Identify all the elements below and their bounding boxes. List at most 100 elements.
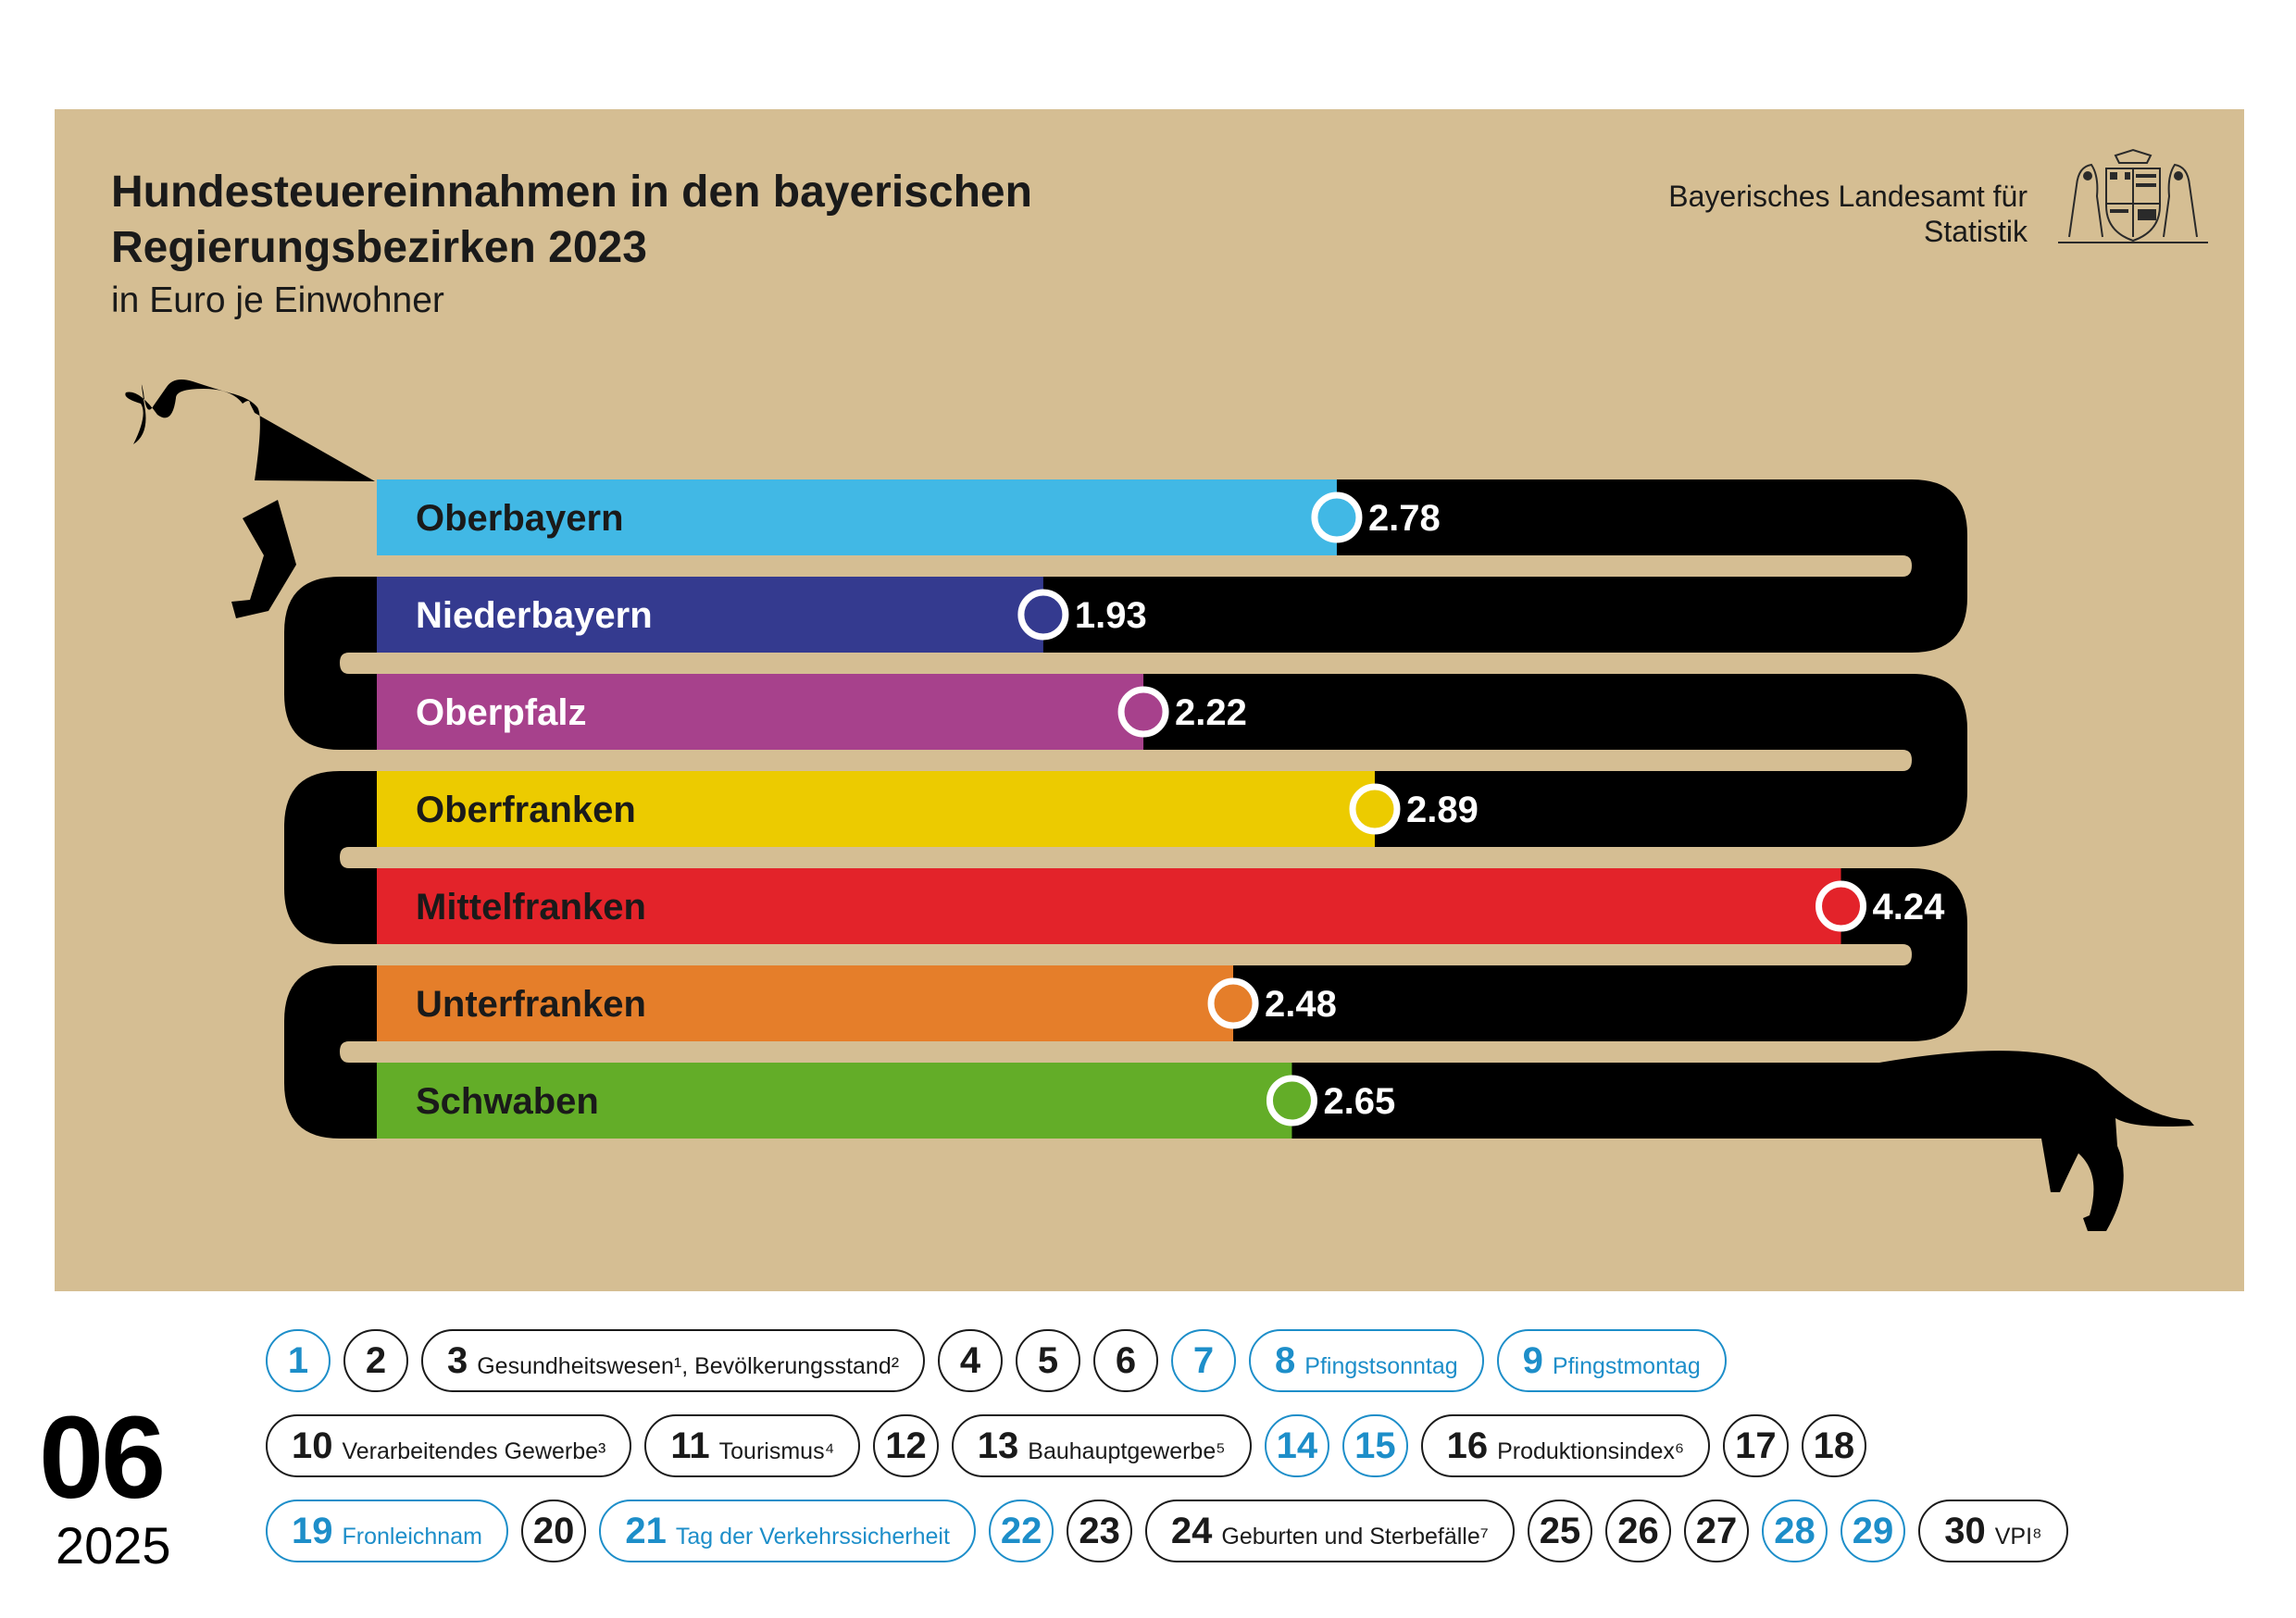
body-turn [1875, 479, 1967, 653]
bar-end-marker [1017, 589, 1069, 641]
day-number: 13 [977, 1425, 1019, 1466]
institution-line-2: Statistik [1923, 215, 2028, 248]
front-leg [231, 500, 296, 618]
bar-oberfranken [377, 771, 1375, 847]
day-number: 26 [1617, 1510, 1659, 1551]
body-turn [284, 771, 377, 944]
calendar-day-1: 1 [266, 1329, 331, 1392]
day-event-label: Produktionsindex⁶ [1497, 1438, 1685, 1464]
bar-end-marker [1207, 977, 1259, 1029]
category-label: Oberfranken [416, 790, 636, 830]
category-label: Oberbayern [416, 498, 624, 539]
day-event-label: Tourismus⁴ [718, 1438, 835, 1464]
bar-mittelfranken [377, 868, 1841, 944]
dachshund-tail-icon [1879, 1051, 2194, 1231]
chart-title: Hundesteuereinnahmen in den bayerischen … [111, 168, 1032, 272]
day-event-label: Fronleichnam [342, 1523, 482, 1550]
day-event-label: Tag der Verkehrssicherheit [675, 1523, 950, 1550]
day-number: 12 [885, 1425, 927, 1466]
calendar-day-24: 24 Geburten und Sterbefälle⁷ [1144, 1500, 1515, 1562]
value-label: 1.93 [1075, 595, 1147, 636]
institution-line-1: Bayerisches Landesamt für [1668, 180, 2028, 213]
calendar-day-25: 25 [1527, 1500, 1593, 1562]
value-label: 2.22 [1175, 692, 1247, 733]
calendar-day-19: 19 Fronleichnam [266, 1500, 508, 1562]
day-event-label: Pfingstmontag [1552, 1352, 1701, 1379]
value-label: 2.78 [1368, 498, 1441, 539]
day-event-label: Verarbeitendes Gewerbe³ [342, 1438, 606, 1464]
calendar-day-23: 23 [1067, 1500, 1132, 1562]
calendar-strip: 1 2 3 Gesundheitswesen¹, Bevölkerungsstand²… [0, 1314, 2296, 1592]
body-turn [284, 577, 377, 750]
body-turn [284, 965, 377, 1139]
day-number: 19 [291, 1510, 333, 1551]
day-number: 30 [1944, 1510, 1986, 1551]
day-number: 16 [1446, 1425, 1489, 1466]
body-turn [1875, 868, 1967, 1041]
day-number: 25 [1539, 1510, 1581, 1551]
day-number: 21 [625, 1510, 667, 1551]
day-number: 6 [1115, 1339, 1137, 1381]
value-label: 4.24 [1873, 887, 1946, 927]
day-number: 5 [1037, 1339, 1059, 1381]
day-event-label: VPI⁸ [1994, 1523, 2042, 1550]
calendar-day-16: 16 Produktionsindex⁶ [1420, 1414, 1711, 1477]
dachshund-head-icon [125, 380, 376, 481]
day-number: 10 [291, 1425, 333, 1466]
calendar-day-10: 10 Verarbeitendes Gewerbe³ [266, 1414, 632, 1477]
category-label: Oberpfalz [416, 692, 586, 733]
day-number: 24 [1170, 1510, 1213, 1551]
calendar-day-30: 30 VPI⁸ [1918, 1500, 2068, 1562]
day-number: 11 [670, 1425, 710, 1466]
calendar-day-17: 17 [1723, 1414, 1789, 1477]
day-number: 3 [446, 1339, 468, 1381]
category-label: Niederbayern [416, 595, 653, 636]
day-number: 23 [1079, 1510, 1120, 1551]
day-number: 29 [1852, 1510, 1894, 1551]
day-number: 9 [1522, 1339, 1543, 1381]
bar-end-marker [1311, 492, 1363, 543]
day-event-label: Geburten und Sterbefälle⁷ [1221, 1523, 1489, 1550]
value-label: 2.65 [1323, 1081, 1395, 1122]
day-number: 14 [1276, 1425, 1318, 1466]
day-number: 8 [1275, 1339, 1296, 1381]
calendar-day-18: 18 [1801, 1414, 1867, 1477]
calendar-day-3: 3 Gesundheitswesen¹, Bevölkerungsstand² [421, 1329, 926, 1392]
calendar-day-7: 7 [1171, 1329, 1237, 1392]
calendar-day-6: 6 [1093, 1329, 1159, 1392]
day-number: 18 [1813, 1425, 1855, 1466]
bar-niederbayern [377, 577, 1043, 653]
calendar-day-5: 5 [1016, 1329, 1081, 1392]
calendar-day-27: 27 [1683, 1500, 1750, 1562]
day-event-label: Gesundheitswesen¹, Bevölkerungsstand² [477, 1352, 900, 1379]
value-label: 2.89 [1406, 790, 1479, 830]
category-label: Schwaben [416, 1081, 599, 1122]
body-turn [1875, 674, 1967, 847]
calendar-day-21: 21 Tag der Verkehrssicherheit [599, 1500, 976, 1562]
calendar-day-26: 26 [1605, 1500, 1671, 1562]
bars-group: Oberbayern 2.78 Niederbayern 1.93 Oberpfalz 2… [377, 479, 1945, 1139]
day-number: 22 [1000, 1510, 1042, 1551]
calendar-day-13: 13 Bauhauptgewerbe⁵ [951, 1414, 1252, 1477]
day-number: 15 [1354, 1425, 1396, 1466]
bar-oberbayern [377, 479, 1337, 555]
tail [1879, 1051, 2194, 1231]
chart-subtitle: in Euro je Einwohner [111, 280, 444, 320]
calendar-day-12: 12 [873, 1414, 939, 1477]
bar-end-marker [1349, 783, 1401, 835]
day-event-label: Bauhauptgewerbe⁵ [1028, 1438, 1226, 1464]
calendar-month: 06 [39, 1392, 166, 1523]
bar-schwaben [377, 1063, 1292, 1139]
calendar-day-28: 28 [1762, 1500, 1828, 1562]
calendar-year: 2025 [56, 1516, 171, 1574]
day-number: 20 [532, 1510, 575, 1551]
calendar-day-29: 29 [1840, 1500, 1906, 1562]
calendar-day-22: 22 [988, 1500, 1054, 1562]
bavarian-coat-of-arms-icon [2058, 148, 2208, 243]
category-label: Unterfranken [416, 984, 646, 1025]
bar-oberpfalz [377, 674, 1144, 750]
day-number: 4 [959, 1339, 981, 1381]
bar-end-marker [1117, 686, 1169, 738]
institution-name: Bayerisches Landesamt für Statistik [1546, 179, 2028, 249]
calendar-day-11: 11 Tourismus⁴ [644, 1414, 861, 1477]
